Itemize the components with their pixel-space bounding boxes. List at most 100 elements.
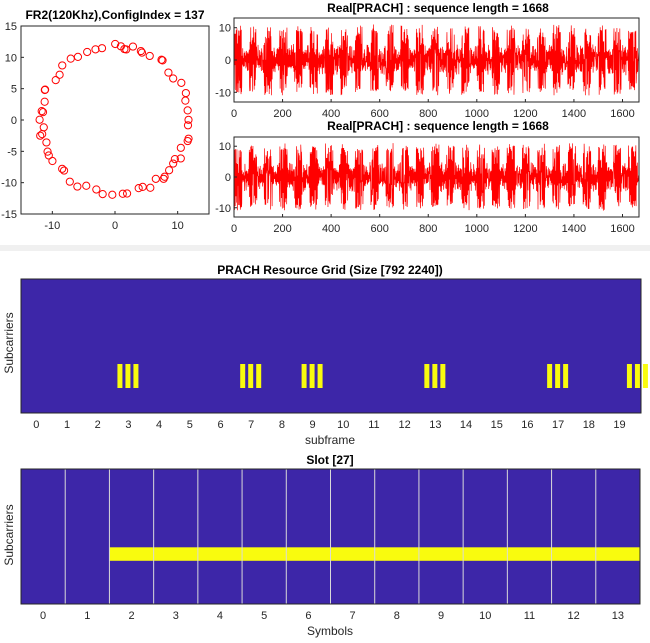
scatter-point: [38, 108, 48, 117]
line-xtick-label: 1000: [465, 108, 489, 120]
line-xtick-label: 200: [273, 223, 291, 235]
line-xtick-label: 200: [273, 108, 291, 120]
line1-title: Real[PRACH] : sequence length = 1668: [327, 1, 549, 15]
slot-xtick-label: 8: [394, 610, 400, 622]
top-figure: FR2(120Khz),ConfigIndex = 137 15 10 5 0 -5 -1…: [0, 0, 650, 245]
grid-xtick-label: 10: [337, 419, 349, 431]
prach-occasion-bar: [555, 364, 561, 388]
scatter-point: [128, 42, 138, 51]
line-ytick-label: 0: [225, 172, 231, 184]
signal-line: [233, 24, 640, 96]
grid-axes-box: [20, 278, 642, 414]
scatter-point: [58, 61, 67, 70]
scatter-point: [176, 143, 185, 152]
line-xtick-label: 1400: [562, 108, 586, 120]
slot-xtick-label: 7: [350, 610, 356, 622]
scatter-xtick-label: -10: [44, 220, 60, 232]
slot-axes-box: [20, 468, 641, 605]
scatter-ytick-label: 15: [5, 21, 17, 33]
line2-title: Real[PRACH] : sequence length = 1668: [327, 119, 549, 133]
grid-xtick-label: 19: [613, 419, 625, 431]
grid-xtick-label: 12: [399, 419, 411, 431]
prach-occasion-bar: [317, 364, 323, 388]
grid-xtick-label: 6: [217, 419, 223, 431]
scatter-point: [160, 172, 169, 181]
line-xtick-label: 0: [231, 223, 237, 235]
line-xtick-label: 400: [322, 108, 340, 120]
prach-occasion-bar: [133, 364, 139, 388]
scatter-point: [39, 123, 48, 132]
scatter-point: [183, 121, 193, 130]
scatter-point: [157, 55, 166, 64]
slot-title: Slot [27]: [306, 453, 353, 467]
prach-occasion-bar: [240, 364, 246, 388]
grid-xtick-label: 9: [310, 419, 316, 431]
line-ytick-label: 0: [225, 55, 231, 67]
scatter-point: [43, 147, 52, 156]
scatter-ytick-label: 10: [5, 52, 17, 64]
scatter-point: [97, 44, 107, 53]
scatter-ytick-label: -15: [1, 209, 17, 221]
slot-xtick-label: 1: [84, 610, 90, 622]
scatter-xtick-label: 0: [112, 220, 118, 232]
scatter-ytick-label: 0: [11, 115, 17, 127]
scatter-point: [36, 131, 45, 140]
prach-occasion-bar: [642, 364, 648, 388]
scatter-point: [82, 181, 91, 190]
scatter-point: [170, 155, 179, 164]
grid-xtick-label: 13: [429, 419, 441, 431]
line-plot-2: 100-100 200 400 600 800 1000 1200 1400 1600: [215, 136, 640, 235]
scatter-point: [165, 166, 174, 175]
grid-xlabel: subframe: [305, 433, 355, 447]
line-xtick-label: 1200: [513, 223, 537, 235]
scatter-point: [35, 115, 44, 124]
scatter-point: [51, 76, 60, 85]
scatter-point: [134, 184, 143, 193]
scatter-point: [122, 45, 131, 54]
slot-xtick-label: 2: [128, 610, 134, 622]
scatter-point: [37, 107, 46, 116]
prach-occasion-bar: [309, 364, 315, 388]
slot-xtick-label: 0: [40, 610, 46, 622]
scatter-point: [91, 45, 100, 54]
scatter-point: [146, 183, 155, 192]
scatter-point: [59, 166, 69, 175]
line-ytick-label: 10: [219, 141, 231, 153]
scatter-point: [42, 138, 51, 147]
line-plot-1: 100-100 200 400 600 800 1000 1200 1400 1600: [215, 17, 640, 120]
line-xtick-label: 1200: [513, 108, 537, 120]
scatter-point: [176, 154, 185, 163]
line-xtick-label: 0: [231, 108, 237, 120]
scatter-point: [48, 156, 57, 166]
grid-xtick-label: 18: [583, 419, 595, 431]
scatter-title: FR2(120Khz),ConfigIndex = 137: [25, 8, 204, 22]
scatter-ytick-label: 5: [11, 84, 17, 96]
scatter-point: [158, 56, 167, 65]
bottom-figure: PRACH Resource Grid (Size [792 2240]) 0 1…: [0, 251, 650, 638]
prach-occasion-bar: [125, 364, 131, 388]
figure-separator: [0, 245, 650, 251]
scatter-point: [111, 39, 120, 49]
resource-grid: 0 1 2 3 4 5 6 7 8 9 10 11 12 13 14 15 16 17 18 19: [20, 278, 648, 431]
grid-xtick-label: 7: [248, 419, 254, 431]
grid-xtick-label: 15: [491, 419, 503, 431]
scatter-point: [55, 70, 64, 79]
scatter-point: [58, 164, 67, 173]
line-xtick-label: 800: [419, 108, 437, 120]
bottom-figure-svg: PRACH Resource Grid (Size [792 2240]) 0 1…: [2, 263, 648, 638]
scatter-point: [145, 51, 154, 61]
slot-xtick-label: 9: [438, 610, 444, 622]
prach-occasion-bar: [432, 364, 438, 388]
grid-xtick-label: 0: [33, 419, 39, 431]
slot-xtick-label: 12: [568, 610, 580, 622]
scatter-point: [92, 185, 101, 194]
line-ytick-label: -10: [215, 87, 231, 99]
line-ytick-label: 10: [219, 23, 231, 35]
prach-occasion-bar: [248, 364, 254, 388]
slot-xtick-label: 10: [479, 610, 491, 622]
grid-title: PRACH Resource Grid (Size [792 2240]): [217, 263, 442, 277]
scatter-point: [73, 52, 83, 62]
grid-xtick-label: 3: [125, 419, 131, 431]
scatter-point: [73, 182, 82, 191]
scatter-point: [38, 130, 47, 139]
